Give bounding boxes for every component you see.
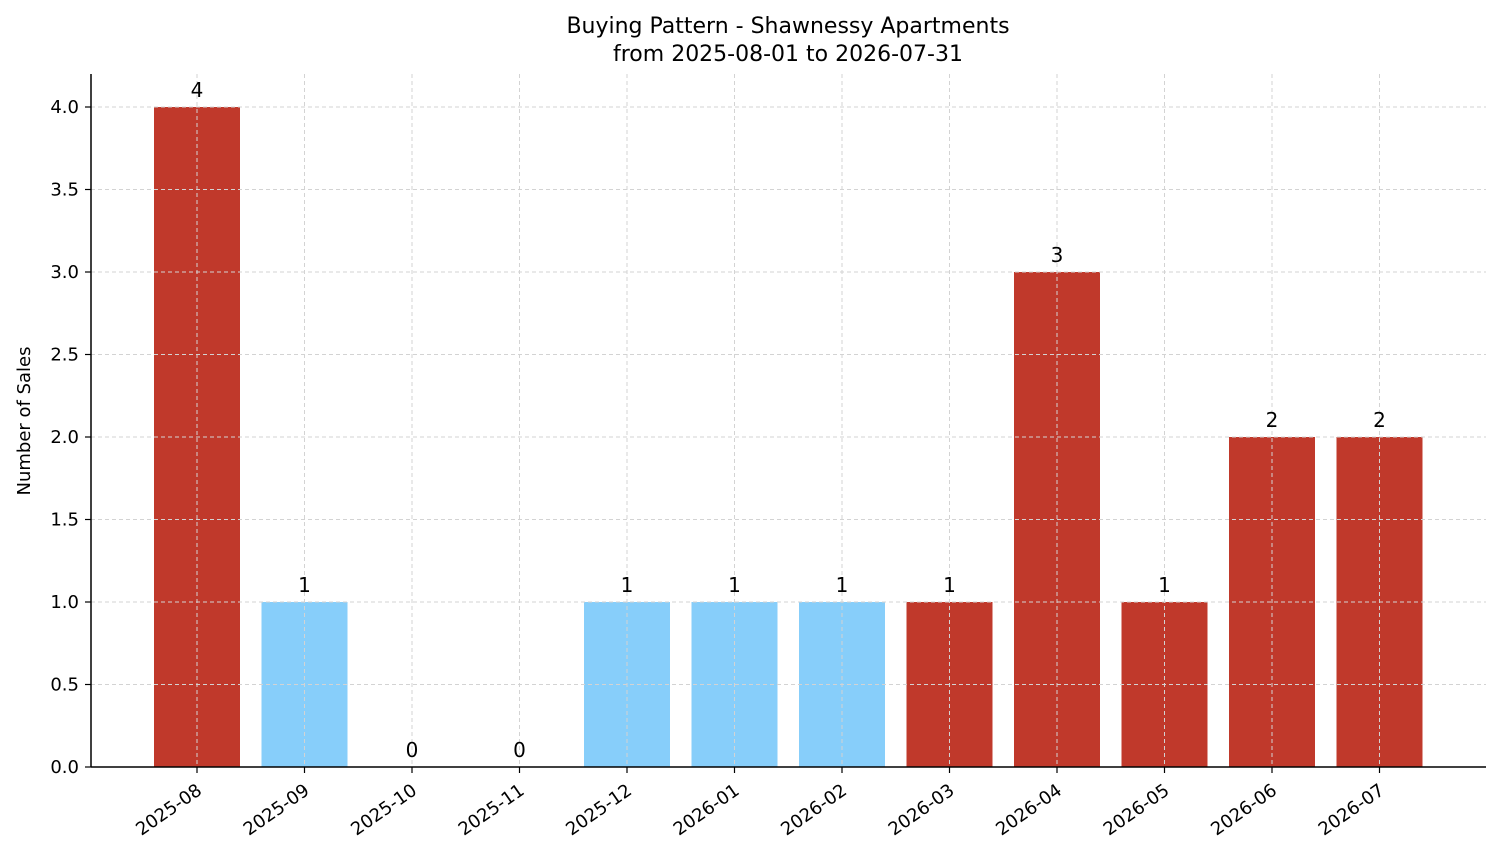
data-label: 1 <box>1158 573 1171 597</box>
x-tick-label: 2025-08 <box>132 780 206 840</box>
data-label: 1 <box>943 573 956 597</box>
data-label: 2 <box>1266 408 1279 432</box>
y-axis-label: Number of Sales <box>14 346 35 495</box>
y-ticks: 0.0 0.5 1.0 1.5 2.0 2.5 3.0 3.5 4.0 <box>50 97 91 778</box>
y-tick-label: 0.5 <box>50 675 79 696</box>
y-tick-label: 3.0 <box>50 262 79 283</box>
y-tick-label: 0.0 <box>50 757 79 778</box>
data-label: 1 <box>728 573 741 597</box>
data-label: 3 <box>1051 243 1064 267</box>
x-tick-label: 2026-07 <box>1315 780 1389 840</box>
x-tick-label: 2025-11 <box>455 780 529 840</box>
data-label: 2 <box>1373 408 1386 432</box>
x-tick-label: 2025-09 <box>240 780 314 840</box>
chart-title: Buying Pattern - Shawnessy Apartments <box>566 14 1009 39</box>
x-tick-label: 2026-02 <box>777 780 851 840</box>
data-label: 0 <box>406 738 419 762</box>
x-tick-label: 2026-03 <box>885 780 959 840</box>
data-label: 1 <box>836 573 849 597</box>
x-ticks: 2025-08 2025-09 2025-10 2025-11 2025-12 2026-… <box>132 767 1388 840</box>
x-tick-label: 2026-01 <box>670 780 744 840</box>
x-tick-label: 2026-04 <box>992 780 1066 840</box>
y-tick-label: 4.0 <box>50 97 79 118</box>
data-labels: 4 1 0 0 1 1 1 1 3 1 2 2 <box>191 78 1386 762</box>
y-tick-label: 2.0 <box>50 427 79 448</box>
data-label: 4 <box>191 78 204 102</box>
x-tick-label: 2026-06 <box>1207 780 1281 840</box>
data-label: 1 <box>298 573 311 597</box>
data-label: 1 <box>621 573 634 597</box>
x-tick-label: 2025-10 <box>347 780 421 840</box>
x-tick-label: 2025-12 <box>562 780 636 840</box>
data-label: 0 <box>513 738 526 762</box>
y-tick-label: 3.5 <box>50 180 79 201</box>
x-tick-label: 2026-05 <box>1100 780 1174 840</box>
y-tick-label: 1.0 <box>50 592 79 613</box>
y-tick-label: 1.5 <box>50 510 79 531</box>
chart-subtitle: from 2025-08-01 to 2026-07-31 <box>613 42 963 67</box>
y-tick-label: 2.5 <box>50 345 79 366</box>
